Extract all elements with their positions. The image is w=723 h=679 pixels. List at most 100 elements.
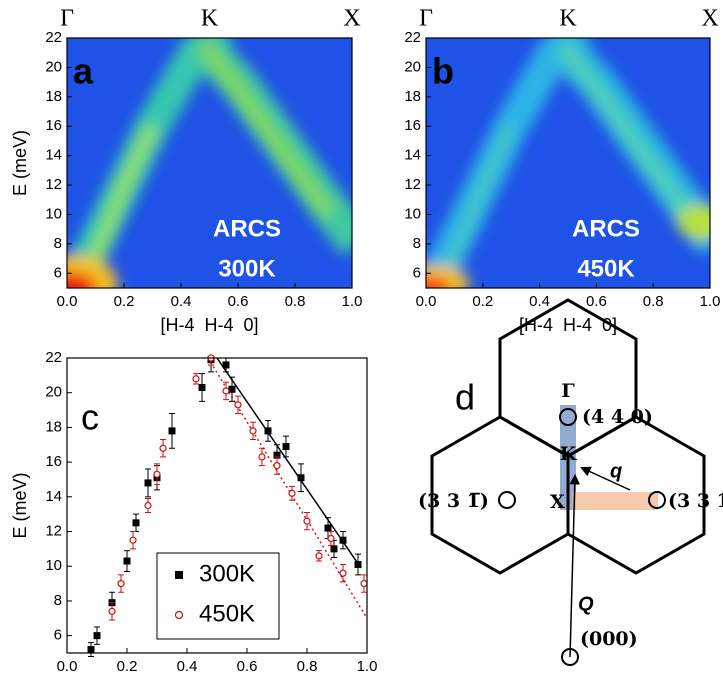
data-point	[153, 470, 161, 478]
plot-frame	[425, 37, 711, 289]
y-tick-label: 10	[45, 205, 62, 222]
path-highlight-orange	[572, 492, 658, 510]
top-tick-label: Γ	[419, 6, 433, 32]
plot-frame	[66, 357, 368, 654]
legend-label: 300K	[199, 560, 255, 587]
y-axis-label: E (meV)	[10, 130, 30, 196]
data-point	[123, 557, 131, 565]
y-tick-label: 10	[45, 557, 62, 574]
x-tick-label: 0.2	[472, 293, 493, 310]
heatmap	[426, 38, 710, 288]
data-point	[324, 524, 332, 532]
x-tick-label: 0.2	[117, 658, 138, 675]
data-point	[264, 427, 272, 435]
data-point	[360, 579, 368, 588]
point-label: (3 3 1̅)	[418, 490, 489, 512]
data-point	[258, 453, 266, 461]
intensity-spot	[67, 272, 97, 288]
intensity-band	[83, 123, 159, 276]
data-point	[303, 517, 311, 525]
vector-label: q	[610, 460, 622, 482]
panel-label: b	[432, 51, 454, 92]
y-tick-label: 20	[404, 58, 421, 75]
point-label: (4 4 0)	[582, 406, 653, 428]
y-tick-label: 12	[45, 522, 62, 539]
data-point	[93, 632, 101, 640]
data-point	[315, 552, 323, 560]
x-tick-label: 0.6	[228, 293, 249, 310]
legend-marker	[175, 571, 183, 579]
x-tick-label: 0.4	[529, 293, 550, 310]
x-tick-label: 0.6	[586, 293, 607, 310]
y-tick-label: 16	[404, 117, 421, 134]
data-point	[198, 384, 206, 391]
data-point	[132, 519, 140, 527]
plot-frame	[66, 37, 353, 289]
top-tick-label: X	[343, 6, 360, 32]
y-tick-label: 18	[45, 418, 62, 435]
reciprocal-point	[498, 491, 516, 509]
data-point	[129, 536, 137, 544]
heatmap	[67, 38, 352, 288]
data-point	[297, 474, 305, 482]
vector-q	[580, 466, 631, 491]
data-point	[249, 427, 257, 435]
data-point	[273, 451, 281, 459]
fit-line	[216, 357, 362, 569]
y-tick-label: 22	[404, 29, 421, 46]
y-tick-label: 6	[54, 627, 62, 644]
top-tick-label: X	[701, 6, 718, 32]
data-point	[168, 427, 176, 435]
data-point	[159, 444, 167, 452]
y-tick-label: 22	[45, 29, 62, 46]
y-tick-label: 8	[54, 592, 62, 609]
point-label: X	[550, 491, 565, 513]
y-tick-label: 22	[45, 349, 62, 366]
heatmap-intensity	[67, 38, 352, 288]
y-axis-label: E (meV)	[10, 472, 30, 538]
data-point	[327, 534, 335, 543]
data-point	[144, 479, 152, 487]
x-tick-label: 1.0	[342, 293, 363, 310]
legend-label: 450K	[199, 600, 255, 627]
x-tick-label: 0.0	[57, 293, 78, 310]
data-point	[234, 401, 242, 409]
annotation: ARCS	[213, 215, 281, 242]
data-point	[282, 443, 290, 450]
y-tick-label: 6	[413, 264, 421, 281]
intensity-spot	[676, 203, 710, 240]
data-point	[192, 375, 200, 383]
x-tick-label: 0.8	[285, 293, 306, 310]
x-tick-label: 0.2	[114, 293, 135, 310]
data-point	[330, 545, 338, 553]
top-tick-label: Γ	[60, 6, 74, 32]
x-tick-label: 0.0	[57, 658, 78, 675]
point-label: (3 3 1)	[668, 490, 723, 512]
x-tick-label: 0.8	[643, 293, 664, 310]
vector-Q	[569, 473, 581, 658]
y-tick-label: 18	[45, 88, 62, 105]
panel-label: a	[73, 51, 94, 92]
intensity-band	[442, 123, 518, 276]
annotation: 450K	[577, 255, 635, 282]
legend-marker	[174, 610, 184, 620]
y-tick-label: 12	[45, 176, 62, 193]
y-tick-label: 8	[413, 235, 421, 252]
x-tick-label: 0.4	[177, 658, 198, 675]
x-tick-label: 1.0	[357, 658, 378, 675]
legend-box	[156, 552, 280, 640]
y-tick-label: 20	[45, 384, 62, 401]
top-tick-label: K	[201, 6, 219, 32]
y-tick-label: 14	[45, 488, 62, 505]
data-point	[339, 569, 347, 577]
data-point	[108, 607, 116, 615]
data-point	[144, 501, 152, 510]
panel-label: d	[455, 377, 475, 418]
intensity-band	[197, 40, 336, 220]
y-tick-label: 16	[45, 453, 62, 470]
y-tick-label: 8	[54, 235, 62, 252]
data-point	[288, 489, 296, 497]
annotation: ARCS	[572, 215, 640, 242]
heatmap-intensity	[426, 38, 710, 288]
